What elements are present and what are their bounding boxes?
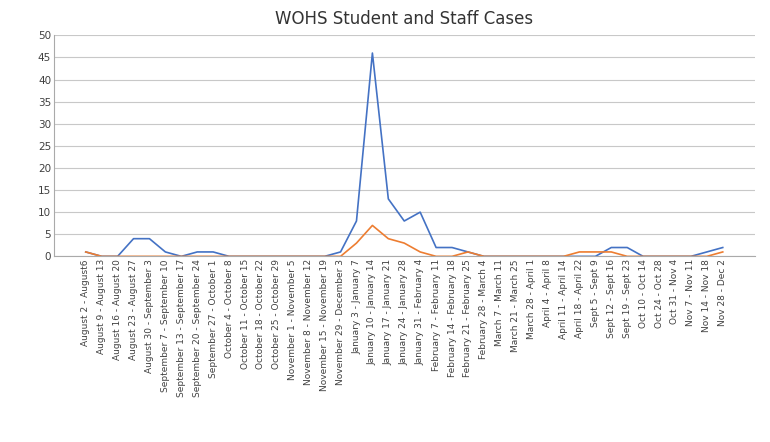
Title: WOHS Student and Staff Cases: WOHS Student and Staff Cases [275, 10, 534, 28]
